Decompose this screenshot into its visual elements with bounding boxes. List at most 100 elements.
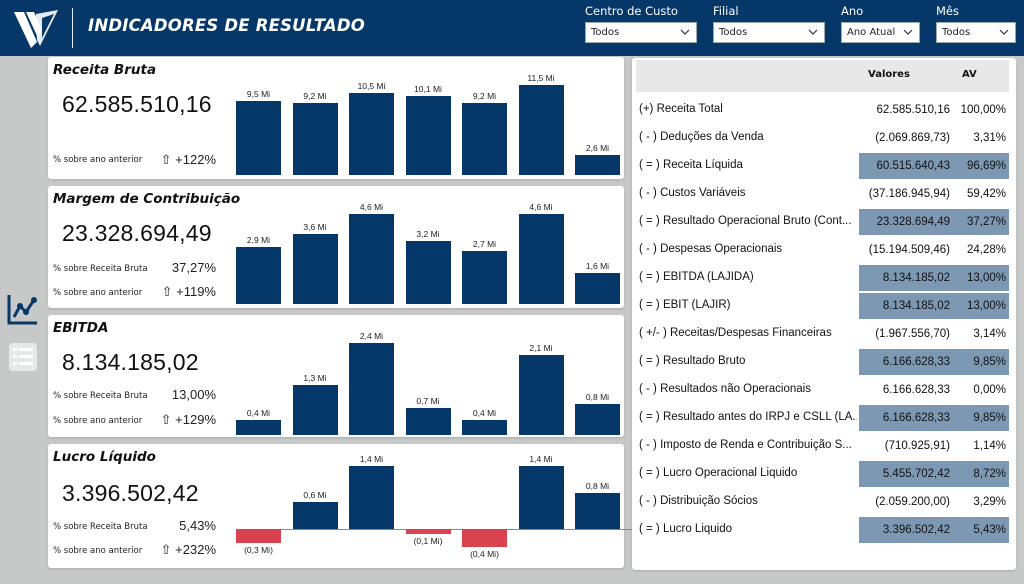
bar-data-label: 1,3 Mi <box>303 373 327 384</box>
chart-bar[interactable] <box>405 95 451 175</box>
chart-bar[interactable] <box>462 419 507 435</box>
card-lucro-liquido: Lucro Líquido 3.396.502,42 % sobre Recei… <box>48 444 632 568</box>
metric-value: ⇧ +122% <box>148 152 216 168</box>
row-av: 37,27% <box>954 209 1009 235</box>
row-value: (2.069.869,73) <box>875 132 950 144</box>
table-row[interactable]: ( = ) Resultado antes do IRPJ e CSLL (LA… <box>636 404 1009 432</box>
chart-bar[interactable] <box>405 241 451 304</box>
table-row[interactable]: ( - ) Resultados não Operacionais 6.166.6… <box>636 376 1009 404</box>
bar-data-label: 3,2 Mi <box>416 229 440 240</box>
chart-bar[interactable] <box>405 529 451 534</box>
row-label: ( - ) Imposto de Renda e Contribuição S.… <box>639 439 852 451</box>
chart-bar[interactable] <box>236 247 281 304</box>
row-av: 1,14% <box>973 440 1006 452</box>
row-value: (15.194.509,46) <box>868 244 950 256</box>
filter-ano: Ano Ano Atual <box>841 4 920 43</box>
row-value: (710.925,91) <box>884 440 950 452</box>
filter-mes: Mês Todos <box>936 4 1016 43</box>
row-label: ( = ) Resultado Bruto <box>639 355 746 367</box>
chart-bar[interactable] <box>292 103 338 175</box>
row-label: ( = ) Resultado antes do IRPJ e CSLL (LA… <box>639 411 857 423</box>
chart-bar[interactable] <box>349 466 394 529</box>
chevron-down-icon <box>903 29 913 35</box>
chart-bar[interactable] <box>518 85 564 175</box>
chart-bar[interactable] <box>575 272 620 304</box>
metric-value: ⇧ +119% <box>148 284 216 300</box>
bar-data-label: (0,4 Mi) <box>470 549 499 559</box>
table-row[interactable]: ( = ) Receita Líquida 60.515.640,43 96,69% <box>636 152 1009 180</box>
receita-bruta-chart: 9,5 Mi 9,2 Mi 10,5 Mi 10,1 Mi 9,2 Mi 11,5 Mi 2… <box>236 71 620 175</box>
card-value: 62.585.510,16 <box>62 91 212 117</box>
bar-data-label: 2,4 Mi <box>359 331 384 341</box>
table-row[interactable]: ( = ) Resultado Bruto 6.166.628,33 9,85% <box>636 348 1009 376</box>
table-row[interactable]: ( = ) Lucro Operacional Liquido 5.455.702… <box>636 460 1009 488</box>
chart-bar[interactable] <box>575 154 620 175</box>
metric-label: % sobre ano anterior <box>53 546 143 556</box>
lucro-liquido-chart: (0,3 Mi) 0,6 Mi 1,4 Mi (0,1 Mi) (0,4 Mi) 1,4 … <box>236 452 632 564</box>
metric-value: ⇧ +232% <box>148 542 216 558</box>
table-row[interactable]: ( - ) Deduções da Venda (2.069.869,73) 3,3… <box>636 124 1009 152</box>
chart-bar[interactable] <box>575 404 620 435</box>
chart-bar[interactable] <box>349 343 394 435</box>
row-value: 6.166.628,33 <box>882 384 950 396</box>
chevron-down-icon <box>999 29 1009 35</box>
card-value: 8.134.185,02 <box>62 349 199 375</box>
chart-bar[interactable] <box>236 419 281 435</box>
chevron-down-icon <box>680 29 690 35</box>
chart-bar[interactable] <box>292 502 338 529</box>
filter-filial: Filial Todos <box>713 4 825 43</box>
table-row[interactable]: ( - ) Despesas Operacionais (15.194.509,4… <box>636 236 1009 264</box>
chart-bar[interactable] <box>349 92 394 175</box>
dre-table: Valores AV (+) Receita Total 62.585.510,1… <box>632 58 1016 570</box>
table-row[interactable]: ( - ) Imposto de Renda e Contribuição S.… <box>636 432 1009 460</box>
chevron-down-icon <box>808 29 818 35</box>
chart-bar[interactable] <box>462 251 507 304</box>
ano-select[interactable]: Ano Atual <box>841 22 920 43</box>
select-value: Todos <box>591 27 620 38</box>
metric-label: % sobre ano anterior <box>53 416 143 426</box>
bar-data-label: 2,9 Mi <box>246 235 271 246</box>
card-title: EBITDA <box>53 320 109 336</box>
metric-value: ⇧ +129% <box>148 412 216 428</box>
bar-data-label: 9,5 Mi <box>246 88 271 99</box>
table-row[interactable]: ( = ) Resultado Operacional Bruto (Cont.… <box>636 208 1009 236</box>
chart-bar[interactable] <box>462 103 507 175</box>
chart-bar[interactable] <box>405 408 451 435</box>
table-row[interactable]: ( = ) EBITDA (LAJIDA) 8.134.185,02 13,00% <box>636 264 1009 292</box>
line-chart-icon[interactable] <box>6 292 40 326</box>
chart-bar[interactable] <box>575 493 620 529</box>
row-av: 13,00% <box>954 265 1009 291</box>
row-label: ( = ) Lucro Operacional Liquido <box>639 467 798 479</box>
table-row[interactable]: ( +/- ) Receitas/Despesas Financeiras (1.… <box>636 320 1009 348</box>
table-row[interactable]: ( - ) Distribuição Sócios (2.059.200,00) 3… <box>636 488 1009 516</box>
table-header: Valores AV <box>636 60 1009 92</box>
table-row[interactable]: (+) Receita Total 62.585.510,16 100,00% <box>636 96 1009 124</box>
table-row[interactable]: ( - ) Custos Variáveis (37.186.945,94) 59,… <box>636 180 1009 208</box>
metric-number: +119% <box>176 284 216 299</box>
chart-bar[interactable] <box>349 214 394 304</box>
list-icon[interactable] <box>6 340 40 374</box>
metric-value: 37,27% <box>171 260 216 275</box>
chart-bar[interactable] <box>292 385 338 435</box>
header-divider <box>72 8 73 48</box>
chart-bar[interactable] <box>462 529 507 547</box>
filial-select[interactable]: Todos <box>713 22 825 43</box>
chart-bar[interactable] <box>236 100 281 175</box>
card-title: Lucro Líquido <box>53 449 156 465</box>
metric-value: 5,43% <box>179 518 216 533</box>
table-row[interactable]: ( = ) EBIT (LAJIR) 8.134.185,02 13,00% <box>636 292 1009 320</box>
chart-bar[interactable] <box>518 354 564 435</box>
row-value: (37.186.945,94) <box>868 188 950 200</box>
chart-bar[interactable] <box>518 466 564 529</box>
row-label: ( - ) Despesas Operacionais <box>639 243 783 255</box>
row-av: 24,28% <box>966 244 1006 256</box>
mes-select[interactable]: Todos <box>936 22 1016 43</box>
table-row[interactable]: ( = ) Lucro Liquido 3.396.502,42 5,43% <box>636 516 1009 544</box>
metric-label: % sobre Receita Bruta <box>53 264 148 274</box>
filter-label: Mês <box>936 4 959 18</box>
centro-de-custo-select[interactable]: Todos <box>585 22 697 43</box>
chart-bar[interactable] <box>518 214 564 304</box>
row-value: 62.585.510,16 <box>876 104 950 116</box>
chart-bar[interactable] <box>292 233 338 304</box>
chart-bar[interactable] <box>236 529 281 543</box>
